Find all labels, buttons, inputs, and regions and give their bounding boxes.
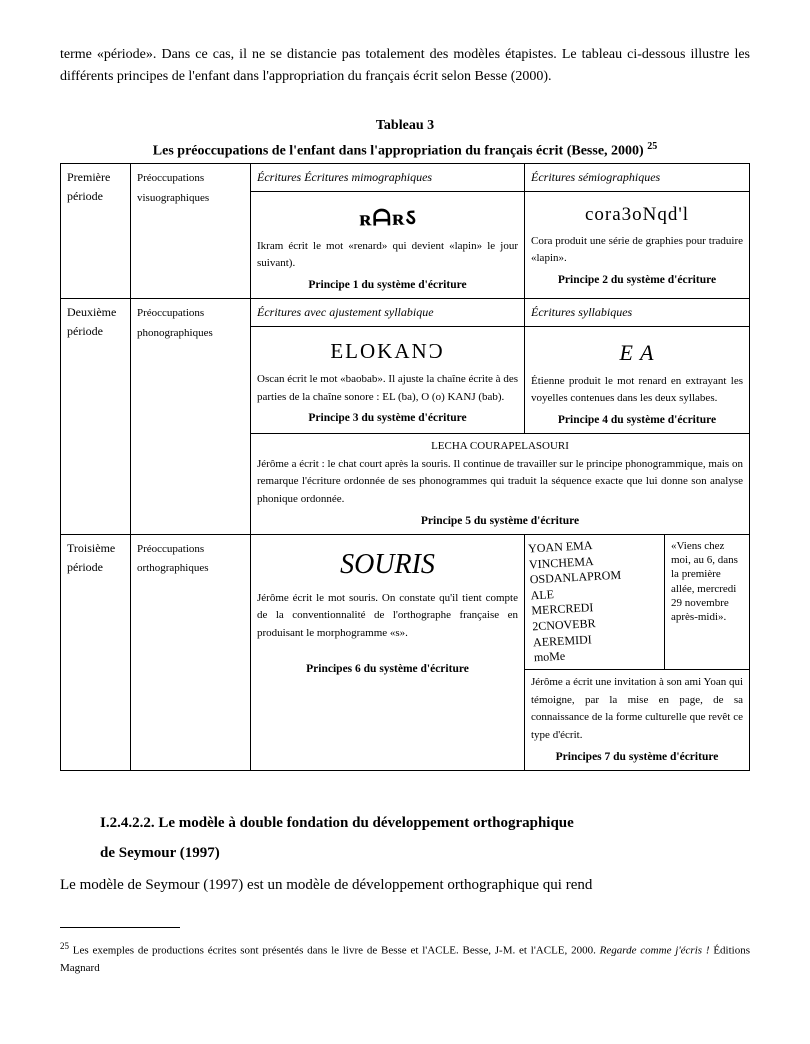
cell-principe-5: LECHA COURAPELASOURI Jérôme a écrit : le…: [251, 434, 750, 535]
intro-paragraph: terme «période». Dans ce cas, il ne se d…: [60, 44, 750, 89]
principe-6-label: Principes 6 du système d'écriture: [257, 660, 518, 678]
footnote-text-1: Les exemples de productions écrites sont…: [69, 945, 600, 957]
table-row: Première période Préoccupations visuogra…: [61, 164, 750, 192]
footnote: 25 Les exemples de productions écrites s…: [60, 939, 750, 978]
preocc-phono-label: Préoccupations phonographiques: [131, 299, 251, 535]
handwriting-cora: cora3oNqd'l: [585, 204, 689, 225]
table-number: Tableau 3: [60, 115, 750, 137]
preocc-visuo-text: Préoccupations visuographiques: [137, 172, 209, 204]
cell-principe-6: SOURIS Jérôme écrit le mot souris. On co…: [251, 534, 525, 770]
footnote-separator: [60, 927, 180, 928]
period-1-label: Première période: [61, 164, 131, 299]
preocc-visuo-label: Préoccupations visuographiques: [131, 164, 251, 299]
cell-principe-7: Jérôme a écrit une invitation à son ami …: [525, 670, 750, 771]
header-mimographiques: Écritures Écritures mimographiquesÉcritu…: [251, 164, 525, 192]
principe-5-label: Principe 5 du système d'écriture: [257, 512, 743, 530]
cell-2b-text: Étienne produit le mot renard en extraya…: [531, 373, 743, 408]
header-syllabiques: Écritures syllabiques: [525, 299, 750, 327]
section-paragraph: Le modèle de Seymour (1997) est un modèl…: [60, 873, 750, 897]
cell-1b-text: Cora produit une série de graphies pour …: [531, 233, 743, 268]
preocc-ortho-label: Préoccupations orthographiques: [131, 534, 251, 770]
handwriting-invitation: YOAN EMA VINCHEMA OSDANLAPROM ALE MERCRE…: [528, 537, 626, 666]
cell-3a-text: Jérôme écrit le mot souris. On constate …: [257, 590, 518, 643]
table-row: Troisième période Préoccupations orthogr…: [61, 534, 750, 669]
period-3-label: Troisième période: [61, 534, 131, 770]
preocc-phono-text: Préoccupations phonographiques: [137, 307, 213, 339]
cell-2a-text: Oscan écrit le mot «baobab». Il ajuste l…: [257, 371, 518, 406]
handwriting-oscan: ELOKANƆ: [330, 339, 444, 363]
cell-1a-text: Ikram écrit le mot «renard» qui devient …: [257, 238, 518, 273]
cell-3c-text: Jérôme a écrit une invitation à son ami …: [531, 674, 743, 744]
cell-2c-text: Jérôme a écrit : le chat court après la …: [257, 456, 743, 509]
cell-principe-4: E A Étienne produit le mot renard en ext…: [525, 327, 750, 434]
cell-principe-1: ʀᗩʀऽ Ikram écrit le mot «renard» qui dev…: [251, 192, 525, 299]
footnote-number: 25: [60, 941, 69, 951]
cell-invitation-handwriting: YOAN EMA VINCHEMA OSDANLAPROM ALE MERCRE…: [525, 534, 665, 669]
section-heading-line1: I.2.4.2.2. Le modèle à double fondation …: [100, 811, 750, 835]
cell-principe-2: cora3oNqd'l Cora produit une série de gr…: [525, 192, 750, 299]
main-table: Première période Préoccupations visuogra…: [60, 163, 750, 771]
footnote-italic: Regarde comme j'écris !: [600, 945, 710, 957]
lecha-header: LECHA COURAPELASOURI: [257, 438, 743, 456]
principe-2-label: Principe 2 du système d'écriture: [531, 271, 743, 289]
table-caption-sup: 25: [647, 141, 657, 152]
cell-invitation-quote: «Viens chez moi, au 6, dans la première …: [665, 534, 750, 669]
principe-1-label: Principe 1 du système d'écriture: [257, 276, 518, 294]
handwriting-etienne: E A: [620, 340, 655, 365]
handwriting-ikram: ʀᗩʀऽ: [358, 200, 416, 236]
period-2-label: Deuxième période: [61, 299, 131, 535]
header-semiographiques: Écritures sémiographiques: [525, 164, 750, 192]
table-caption: Les préoccupations de l'enfant dans l'ap…: [60, 139, 750, 163]
principe-4-label: Principe 4 du système d'écriture: [531, 411, 743, 429]
handwriting-souris: SOURIS: [340, 549, 435, 580]
section-heading-line2: de Seymour (1997): [100, 841, 750, 865]
header-ajustement: Écritures avec ajustement syllabique: [251, 299, 525, 327]
principe-7-label: Principes 7 du système d'écriture: [531, 748, 743, 766]
cell-principe-3: ELOKANƆ Oscan écrit le mot «baobab». Il …: [251, 327, 525, 434]
table-row: Deuxième période Préoccupations phonogra…: [61, 299, 750, 327]
table-caption-text: Les préoccupations de l'enfant dans l'ap…: [153, 144, 644, 159]
principe-3-label: Principe 3 du système d'écriture: [257, 409, 518, 427]
preocc-ortho-text: Préoccupations orthographiques: [137, 543, 208, 575]
